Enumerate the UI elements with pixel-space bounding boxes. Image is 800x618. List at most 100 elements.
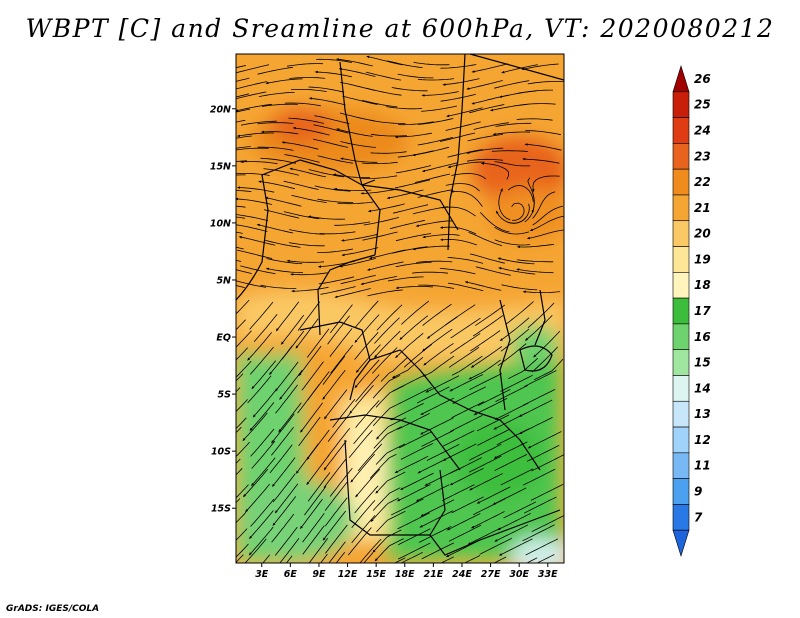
streamline	[479, 537, 513, 555]
streamline	[419, 510, 454, 528]
colorbar-swatch	[672, 168, 690, 196]
streamline	[354, 359, 380, 389]
streamline	[527, 302, 555, 329]
latitude-axis: 20N 15N 10N 5N EQ 5S 10S 15S	[210, 104, 236, 515]
streamline	[387, 60, 423, 68]
lat-tick-label: 5N	[216, 275, 231, 286]
streamline	[498, 267, 536, 275]
streamline	[236, 554, 244, 563]
streamline	[348, 430, 373, 459]
streamline	[236, 285, 245, 288]
streamline	[497, 257, 535, 265]
streamline	[236, 108, 251, 113]
streamline	[477, 389, 511, 406]
streamline	[287, 63, 323, 67]
streamline	[403, 343, 433, 368]
streamline	[491, 150, 528, 152]
streamline	[447, 282, 484, 292]
streamline	[440, 238, 478, 246]
colorbar-label: 25	[694, 98, 711, 112]
streamline	[531, 175, 560, 193]
streamline	[316, 58, 352, 63]
map-frame	[235, 53, 565, 564]
streamline	[394, 455, 429, 474]
streamline	[322, 355, 346, 385]
streamline	[374, 317, 400, 344]
streamline	[349, 384, 374, 414]
streamline	[365, 71, 401, 81]
streamline	[423, 343, 454, 366]
streamline	[372, 374, 401, 399]
colorbar-swatch	[672, 426, 690, 454]
streamline	[445, 121, 481, 131]
streamline	[531, 454, 564, 472]
streamline	[498, 538, 533, 556]
streamline	[466, 80, 503, 90]
streamline	[450, 415, 483, 432]
streamline	[313, 138, 349, 148]
streamline	[236, 528, 248, 541]
lat-tick-label: 5S	[218, 390, 232, 401]
streamline	[374, 330, 401, 359]
streamline	[442, 484, 475, 502]
streamline	[372, 487, 401, 511]
streamline	[236, 319, 246, 331]
streamline	[367, 203, 405, 213]
streamline	[257, 66, 293, 75]
streamline	[324, 481, 348, 511]
streamline	[325, 524, 348, 554]
streamline	[322, 510, 347, 541]
streamline	[236, 231, 243, 234]
streamline	[289, 167, 326, 178]
streamline	[397, 542, 431, 560]
streamline	[420, 499, 455, 517]
streamline	[386, 189, 424, 200]
streamline	[391, 87, 428, 92]
streamline	[279, 537, 300, 563]
streamline	[533, 358, 564, 381]
streamline	[480, 162, 509, 180]
colorbar-swatch	[672, 194, 690, 222]
streamline	[372, 529, 402, 553]
streamline	[250, 498, 275, 527]
streamline	[505, 301, 534, 325]
streamline	[375, 443, 406, 465]
streamline	[470, 330, 501, 352]
streamline	[236, 373, 244, 382]
streamline	[398, 431, 432, 449]
streamline	[425, 375, 460, 393]
streamline	[507, 184, 534, 202]
streamline	[236, 132, 275, 138]
streamline	[241, 120, 277, 126]
streamline	[397, 412, 430, 430]
streamline	[516, 118, 553, 121]
streamline	[236, 147, 269, 151]
streamline	[290, 272, 328, 276]
colorbar-swatch	[672, 246, 690, 273]
streamline	[522, 468, 556, 486]
streamline	[468, 455, 502, 473]
streamline	[494, 80, 530, 89]
streamline	[497, 513, 531, 531]
streamline	[240, 160, 278, 165]
streamline	[271, 513, 295, 543]
streamline	[421, 105, 457, 112]
colorbar-swatch	[672, 272, 690, 299]
streamline	[253, 313, 278, 343]
streamline	[264, 196, 302, 207]
streamline	[236, 399, 248, 413]
streamline	[493, 412, 528, 430]
streamline	[334, 221, 371, 226]
lon-tick-label: 30E	[509, 569, 529, 580]
streamline	[339, 258, 376, 268]
map-plot-area[interactable]	[200, 20, 600, 600]
streamline	[360, 276, 398, 285]
streamline	[236, 330, 252, 348]
streamline	[236, 103, 272, 112]
streamline	[464, 281, 502, 291]
streamline	[363, 552, 374, 563]
streamline	[236, 512, 247, 524]
streamline	[448, 346, 480, 368]
streamline	[298, 345, 322, 377]
